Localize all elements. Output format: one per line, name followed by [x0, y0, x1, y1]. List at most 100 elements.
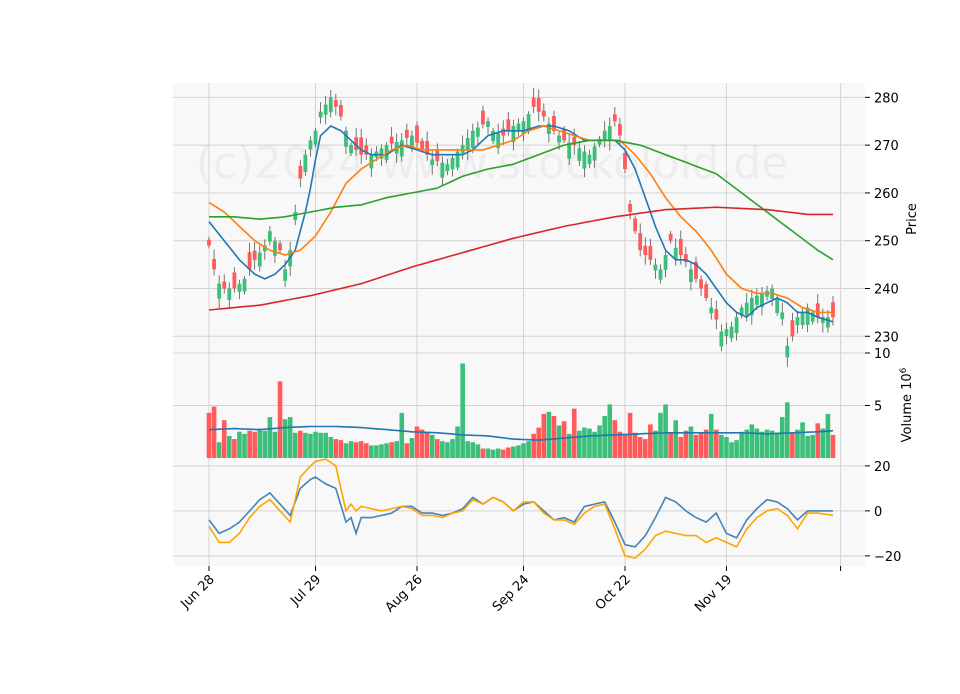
- candle-body: [481, 110, 485, 125]
- candle-body: [739, 307, 744, 316]
- volume-bar: [648, 424, 653, 458]
- volume-bar: [267, 417, 273, 458]
- candle-body: [749, 298, 754, 316]
- candle-body: [754, 295, 759, 305]
- volume-bar: [582, 427, 587, 458]
- candle-body: [592, 146, 597, 161]
- volume-bar: [429, 434, 435, 458]
- candle-body: [430, 159, 435, 166]
- candle-body: [344, 130, 348, 147]
- candle-body: [724, 329, 729, 336]
- volume-bar: [714, 429, 719, 458]
- volume-bar: [399, 412, 405, 458]
- candle-body: [420, 140, 424, 150]
- volume-y-tick-label: 5: [874, 400, 882, 415]
- candle-body: [318, 111, 323, 118]
- candle-body: [516, 123, 521, 132]
- candle-body: [612, 114, 617, 122]
- candle-body: [521, 121, 526, 134]
- volume-bar: [744, 429, 750, 458]
- sma100-line: [209, 139, 834, 261]
- candle-body: [557, 135, 561, 143]
- candle-body: [359, 137, 364, 155]
- candle-body: [663, 255, 668, 270]
- candle-body: [683, 254, 688, 263]
- volume-bar: [348, 441, 354, 458]
- volume-bar: [480, 448, 486, 458]
- candle-body: [389, 136, 394, 144]
- candle-body: [577, 148, 582, 161]
- volume-bar: [703, 429, 709, 458]
- volume-bar: [313, 431, 318, 458]
- x-tick-label: Nov 19: [692, 572, 735, 615]
- candle-body: [704, 284, 709, 299]
- candle-body: [760, 293, 764, 308]
- candle-body: [729, 326, 734, 339]
- volume-bar: [384, 443, 389, 458]
- volume-bar: [318, 432, 323, 458]
- volume-bar: [389, 442, 394, 458]
- candle-body: [242, 278, 247, 292]
- volume-bar: [785, 402, 790, 458]
- volume-bar: [637, 437, 643, 458]
- volume-bar: [455, 426, 460, 458]
- candle-body: [572, 137, 577, 146]
- volume-bar: [409, 438, 415, 458]
- volume-bar: [536, 427, 542, 458]
- volume-bar: [465, 441, 471, 458]
- volume-bar: [734, 440, 739, 458]
- volume-bar: [374, 445, 379, 458]
- candle-body: [298, 165, 303, 179]
- volume-bar: [612, 420, 618, 458]
- candle-body: [212, 259, 216, 270]
- volume-bar: [642, 439, 648, 458]
- candle-body: [719, 331, 724, 347]
- candle-body: [349, 145, 353, 154]
- volume-bar: [328, 437, 334, 458]
- candle-body: [293, 212, 298, 221]
- candle-body: [278, 243, 282, 251]
- volume-bar: [820, 428, 826, 458]
- candle-body: [618, 124, 622, 136]
- sma200-line: [208, 206, 833, 311]
- price-y-tick-label: 250: [874, 235, 899, 250]
- candle-body: [648, 246, 653, 260]
- x-tick-label: Oct 22: [593, 572, 634, 613]
- volume-bar: [211, 406, 217, 458]
- candle-body: [531, 97, 536, 107]
- volume-bar: [805, 435, 810, 458]
- candle-body: [227, 288, 232, 300]
- volume-axis-label: Volume 106: [899, 367, 915, 442]
- candle-body: [734, 317, 739, 334]
- candle-body: [313, 130, 318, 145]
- candle-body: [475, 127, 480, 137]
- candle-body: [435, 150, 440, 162]
- volume-bar: [764, 429, 770, 458]
- candle-body: [678, 238, 683, 256]
- volume-bar: [754, 428, 760, 458]
- candle-body: [440, 162, 445, 178]
- candle-body: [673, 247, 678, 260]
- oscillator-line1-line: [208, 476, 833, 548]
- volume-bar: [338, 440, 344, 458]
- price-y-tick-label: 270: [874, 139, 899, 154]
- volume-bar: [617, 431, 623, 458]
- price-axis-label: Price: [905, 203, 920, 235]
- candle-body: [470, 130, 475, 148]
- volume-bar: [506, 447, 511, 458]
- candle-body: [668, 233, 673, 241]
- candle-body: [562, 128, 567, 141]
- candle-body: [328, 97, 333, 113]
- oscillator-panel: [208, 458, 834, 559]
- volume-bar: [282, 419, 288, 458]
- candle-body: [511, 126, 516, 143]
- volume-bar: [592, 431, 597, 458]
- volume-bar: [683, 430, 689, 458]
- volume-bar: [216, 442, 222, 458]
- volume-bar: [369, 445, 374, 458]
- volume-bar: [724, 437, 729, 458]
- oscillator-y-tick-label: 20: [874, 460, 891, 475]
- sma20-line: [208, 125, 834, 323]
- volume-bar: [379, 444, 384, 458]
- candle-body: [247, 252, 252, 270]
